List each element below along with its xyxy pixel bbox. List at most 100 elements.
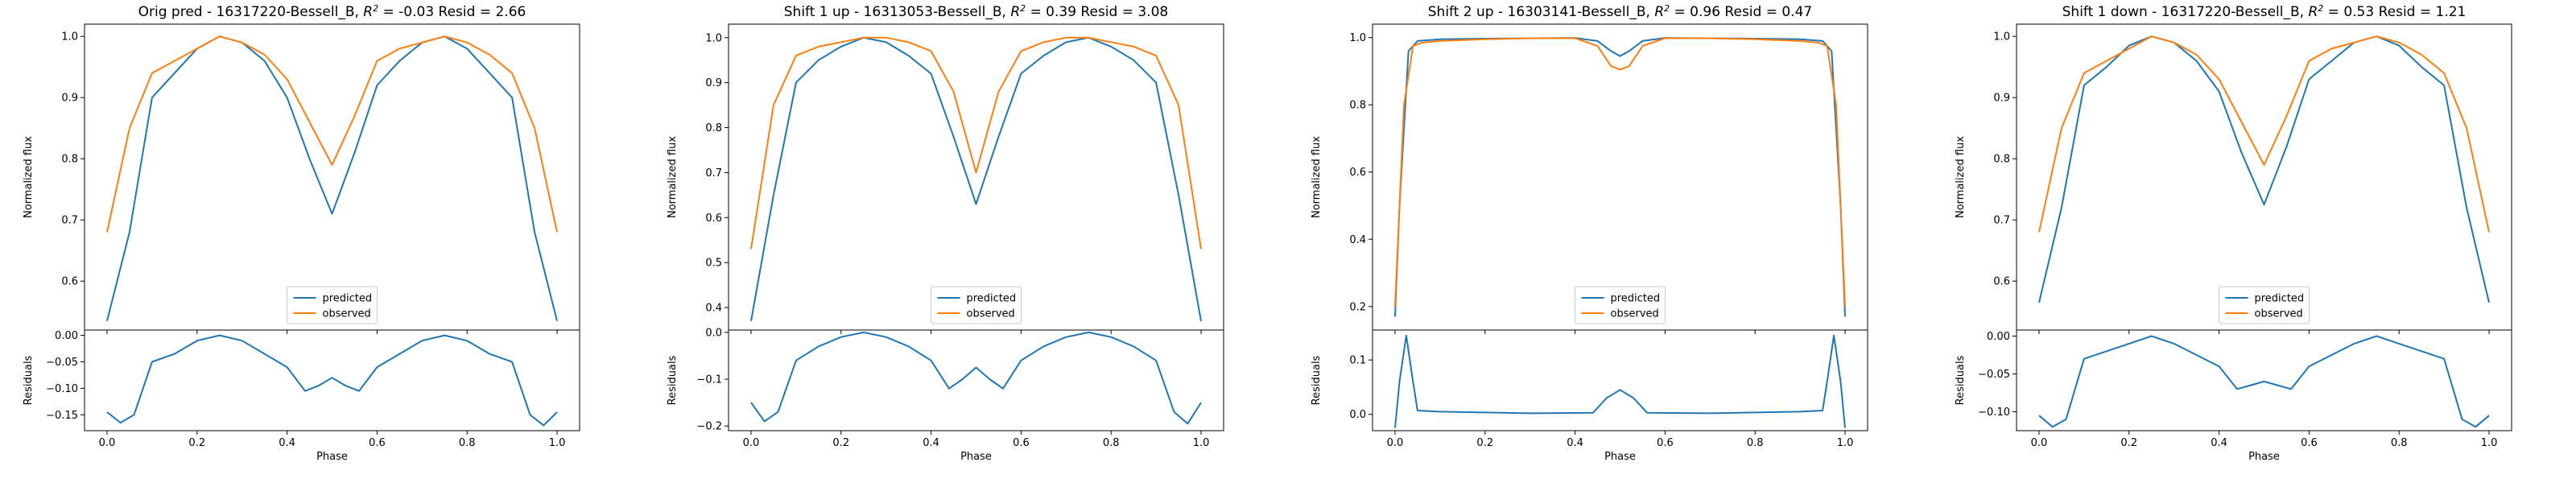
xtick-label: 0.2 xyxy=(832,437,849,449)
xtick-label: 0.4 xyxy=(923,437,939,449)
flux-ytick-label: 0.8 xyxy=(1349,100,1366,112)
subplot-3: Shift 2 up - 16303141-Bessell_B, R2 = 0.… xyxy=(1311,3,1868,463)
flux-ylabel: Normalized flux xyxy=(667,136,679,218)
residuals-ytick-label: −0.15 xyxy=(46,410,78,422)
flux-ytick-label: 0.4 xyxy=(705,303,722,315)
legend-box xyxy=(287,286,378,324)
subplot-title: Shift 2 up - 16303141-Bessell_B, R2 = 0.… xyxy=(1428,3,1812,21)
flux-ylabel: Normalized flux xyxy=(1955,136,1967,218)
flux-ytick-label: 0.8 xyxy=(1993,154,2010,166)
xtick-label: 1.0 xyxy=(2481,437,2498,449)
residuals-ytick-label: 0.1 xyxy=(1349,355,1366,367)
title-pre: Shift 1 down - 16317220-Bessell_B, xyxy=(2062,4,2309,20)
flux-series-observed xyxy=(1394,37,1846,307)
flux-ytick-label: 0.6 xyxy=(1349,167,1366,179)
flux-series-observed xyxy=(2038,35,2490,233)
legend-label-observed: observed xyxy=(1611,308,1659,320)
residuals-ylabel: Residuals xyxy=(1311,355,1323,405)
flux-series-predicted xyxy=(106,35,558,321)
flux-ytick-label: 1.0 xyxy=(1349,32,1366,44)
xlabel: Phase xyxy=(316,451,348,463)
title-post: = 0.53 Resid = 1.21 xyxy=(2323,4,2466,20)
residuals-series-residual xyxy=(750,331,1202,425)
title-post: = 0.39 Resid = 3.08 xyxy=(1026,4,1168,20)
residuals-ytick-label: −0.05 xyxy=(1978,369,2010,381)
residuals-ytick-label: −0.1 xyxy=(696,374,722,386)
residuals-ylabel: Residuals xyxy=(23,355,35,405)
flux-ytick-label: 0.2 xyxy=(1349,301,1366,313)
flux-ytick-label: 0.6 xyxy=(705,213,722,225)
flux-ytick-label: 0.7 xyxy=(705,167,722,180)
xtick-label: 0.0 xyxy=(743,437,760,449)
residuals-ytick-label: 0.0 xyxy=(705,327,722,339)
title-sup: 2 xyxy=(1664,3,1670,14)
flux-ytick-label: 0.5 xyxy=(705,258,722,270)
flux-ytick-label: 0.9 xyxy=(61,93,78,105)
legend-label-predicted: predicted xyxy=(1611,293,1661,305)
title-r: R xyxy=(1010,4,1020,20)
flux-ytick-label: 0.8 xyxy=(61,154,78,166)
subplot-title: Shift 1 up - 16313053-Bessell_B, R2 = 0.… xyxy=(784,3,1168,21)
title-post: = 0.96 Resid = 0.47 xyxy=(1670,4,1812,20)
flux-series-observed xyxy=(750,36,1202,250)
residuals-ylabel: Residuals xyxy=(667,355,679,405)
flux-axes-frame xyxy=(728,23,1224,331)
flux-ytick-label: 0.7 xyxy=(61,215,78,227)
residuals-axes-frame xyxy=(2016,329,2512,431)
xtick-label: 0.6 xyxy=(1013,437,1030,449)
title-pre: Shift 2 up - 16303141-Bessell_B, xyxy=(1428,4,1655,20)
title-sup: 2 xyxy=(1020,3,1026,14)
flux-ytick-label: 1.0 xyxy=(61,31,78,43)
residuals-ytick-label: −0.10 xyxy=(46,383,78,395)
residuals-ytick-label: −0.10 xyxy=(1978,407,2010,419)
legend: predicted observed xyxy=(287,286,378,324)
xtick-label: 1.0 xyxy=(1837,437,1854,449)
flux-ytick-label: 0.7 xyxy=(1993,215,2010,227)
legend-label-observed: observed xyxy=(967,308,1015,320)
xtick-label: 0.6 xyxy=(1657,437,1674,449)
flux-series-predicted xyxy=(2038,35,2490,303)
legend-box xyxy=(1575,286,1666,324)
residuals-ytick-label: −0.05 xyxy=(46,357,78,369)
flux-series-observed xyxy=(106,35,558,233)
legend-box xyxy=(2219,286,2310,324)
xtick-label: 0.8 xyxy=(1103,437,1120,449)
residuals-ytick-label: 0.0 xyxy=(1349,409,1366,421)
residuals-axes-frame xyxy=(728,329,1224,431)
xtick-label: 0.4 xyxy=(2211,437,2227,449)
flux-ytick-label: 0.6 xyxy=(61,276,78,288)
flux-series-predicted xyxy=(1394,37,1846,317)
xtick-label: 0.0 xyxy=(1387,437,1404,449)
title-r: R xyxy=(2308,4,2318,20)
subplot-4: Shift 1 down - 16317220-Bessell_B, R2 = … xyxy=(1955,3,2512,463)
xlabel: Phase xyxy=(2248,451,2280,463)
subplot-1: Orig pred - 16317220-Bessell_B, R2 = -0.… xyxy=(23,3,580,463)
flux-ytick-label: 0.9 xyxy=(705,77,722,89)
xtick-label: 0.0 xyxy=(99,437,116,449)
xtick-label: 0.6 xyxy=(369,437,386,449)
xtick-label: 1.0 xyxy=(549,437,566,449)
subplot-2: Shift 1 up - 16313053-Bessell_B, R2 = 0.… xyxy=(667,3,1224,463)
legend: predicted observed xyxy=(2219,286,2310,324)
residuals-ytick-label: 0.00 xyxy=(1987,331,2010,343)
legend: predicted observed xyxy=(1575,286,1666,324)
xtick-label: 0.8 xyxy=(1747,437,1764,449)
title-r: R xyxy=(363,4,373,20)
residuals-series-residual xyxy=(1394,334,1846,428)
title-post: = -0.03 Resid = 2.66 xyxy=(378,4,526,20)
xtick-label: 0.8 xyxy=(2391,437,2408,449)
flux-series-predicted xyxy=(750,36,1202,321)
title-pre: Shift 1 up - 16313053-Bessell_B, xyxy=(784,4,1011,20)
legend-label-predicted: predicted xyxy=(2255,293,2305,305)
xlabel: Phase xyxy=(1604,451,1636,463)
title-r: R xyxy=(1654,4,1664,20)
legend-label-observed: observed xyxy=(2255,308,2303,320)
residuals-ylabel: Residuals xyxy=(1955,355,1967,405)
title-pre: Orig pred - 16317220-Bessell_B, xyxy=(138,4,364,20)
xtick-label: 0.2 xyxy=(1476,437,1493,449)
residuals-series-residual xyxy=(2038,335,2490,428)
xtick-label: 0.2 xyxy=(188,437,205,449)
xtick-label: 1.0 xyxy=(1193,437,1210,449)
flux-ylabel: Normalized flux xyxy=(23,136,35,218)
